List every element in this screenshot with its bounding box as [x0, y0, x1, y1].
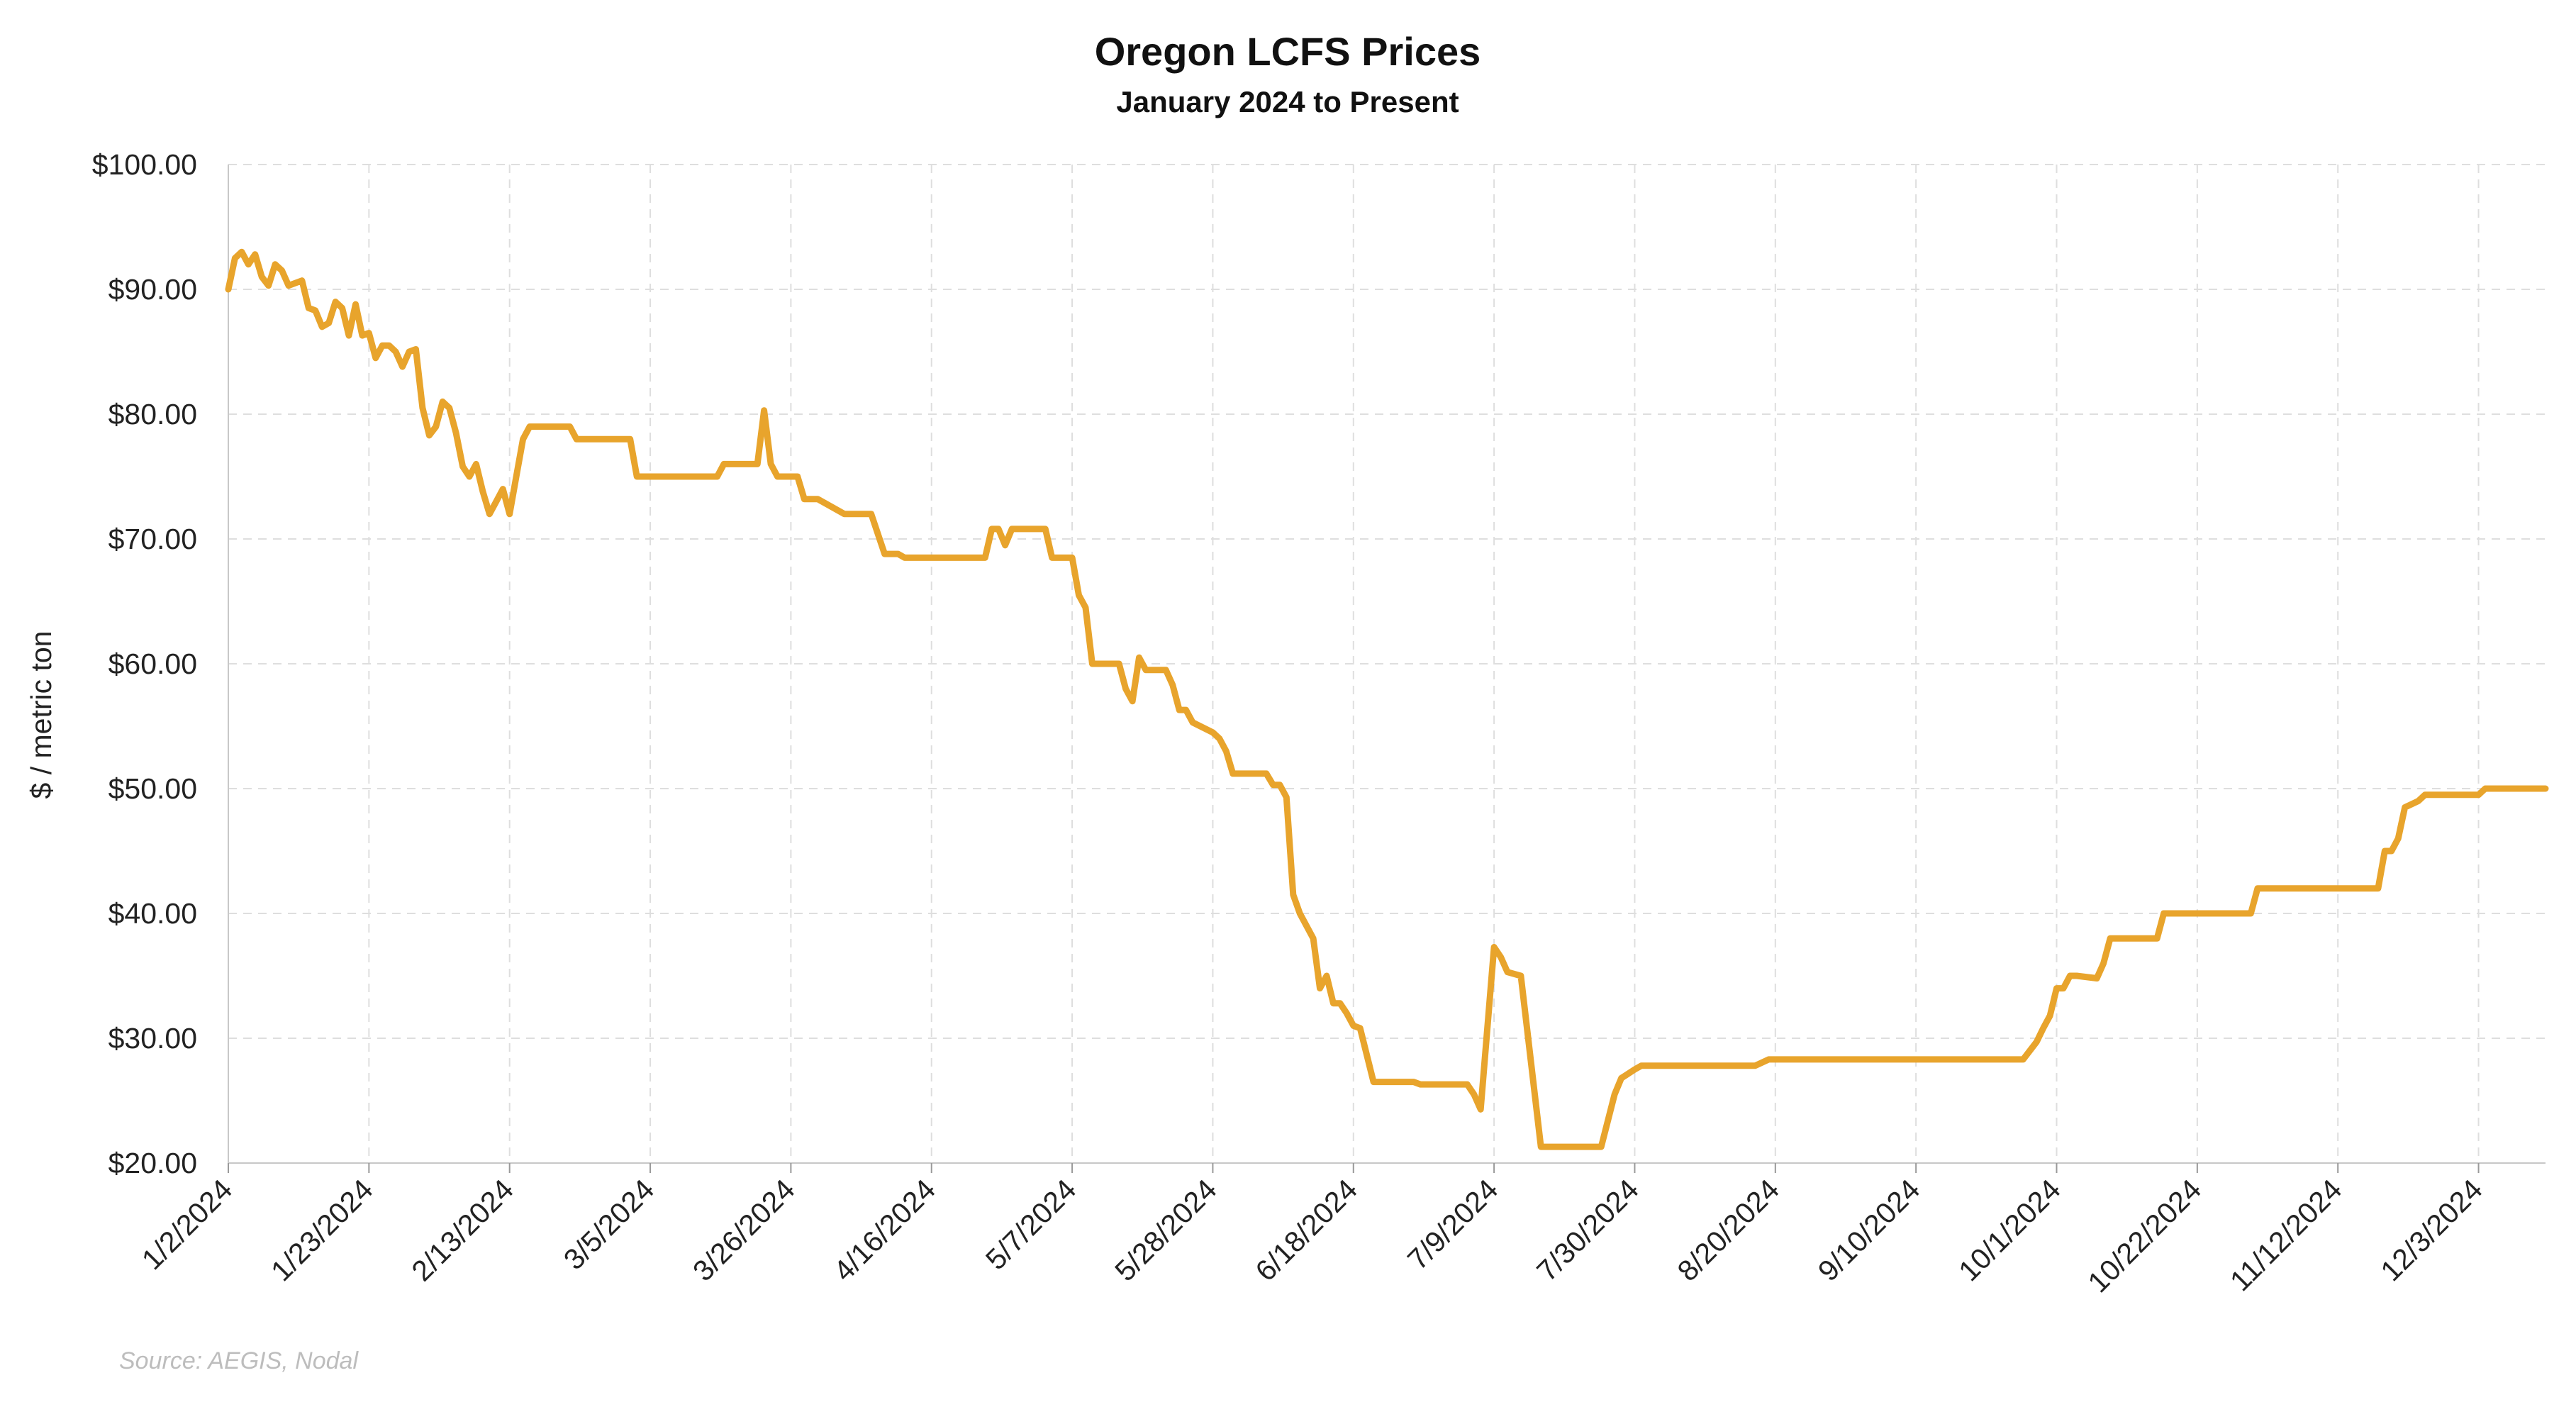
x-tick-label: 7/9/2024 [1401, 1173, 1504, 1276]
y-tick-label: $90.00 [108, 273, 197, 306]
x-tick-label: 1/2/2024 [135, 1173, 238, 1276]
x-tick-label: 10/1/2024 [1952, 1173, 2067, 1288]
axes [228, 165, 2546, 1164]
x-tick-label: 3/5/2024 [557, 1173, 660, 1276]
y-axis-label: $ / metric ton [25, 631, 57, 799]
x-tick-label: 8/20/2024 [1671, 1173, 1786, 1288]
y-tick-label: $50.00 [108, 772, 197, 805]
y-tick-label: $70.00 [108, 523, 197, 555]
chart-subtitle: January 2024 to Present [1116, 85, 1459, 118]
x-tick-label: 9/10/2024 [1812, 1173, 1927, 1288]
x-tick-label: 11/12/2024 [2224, 1173, 2348, 1297]
y-tick-label: $100.00 [92, 148, 197, 181]
series-layer [225, 248, 2549, 1150]
x-tick-label: 6/18/2024 [1249, 1173, 1364, 1288]
x-tick-label: 5/7/2024 [979, 1173, 1082, 1276]
y-tick-label: $40.00 [108, 897, 197, 930]
grid-lines [228, 164, 2546, 1163]
x-tick-label: 12/3/2024 [2374, 1173, 2489, 1288]
source-note: Source: AEGIS, Nodal [119, 1347, 359, 1374]
y-tick-label: $80.00 [108, 398, 197, 430]
y-tick-label: $60.00 [108, 647, 197, 680]
price-series-line [225, 248, 2549, 1150]
x-tick-label: 10/22/2024 [2082, 1173, 2208, 1299]
x-tick-label: 3/26/2024 [686, 1173, 801, 1288]
x-tick-label: 2/13/2024 [406, 1173, 520, 1288]
x-tick-label: 5/28/2024 [1108, 1173, 1223, 1288]
x-tick-label: 1/23/2024 [264, 1173, 379, 1288]
y-tick-label: $20.00 [108, 1147, 197, 1179]
y-axis-ticks: $20.00 $30.00 $40.00 $50.00 $60.00 $70.00 $80.… [92, 148, 197, 1179]
y-tick-label: $30.00 [108, 1022, 197, 1055]
x-tick-label: 4/16/2024 [827, 1173, 942, 1288]
x-axis-ticks: 1/2/2024 1/23/2024 2/13/2024 3/5/2024 3/26/2… [135, 1163, 2489, 1298]
chart-title: Oregon LCFS Prices [1095, 29, 1481, 74]
x-tick-label: 7/30/2024 [1530, 1173, 1645, 1288]
